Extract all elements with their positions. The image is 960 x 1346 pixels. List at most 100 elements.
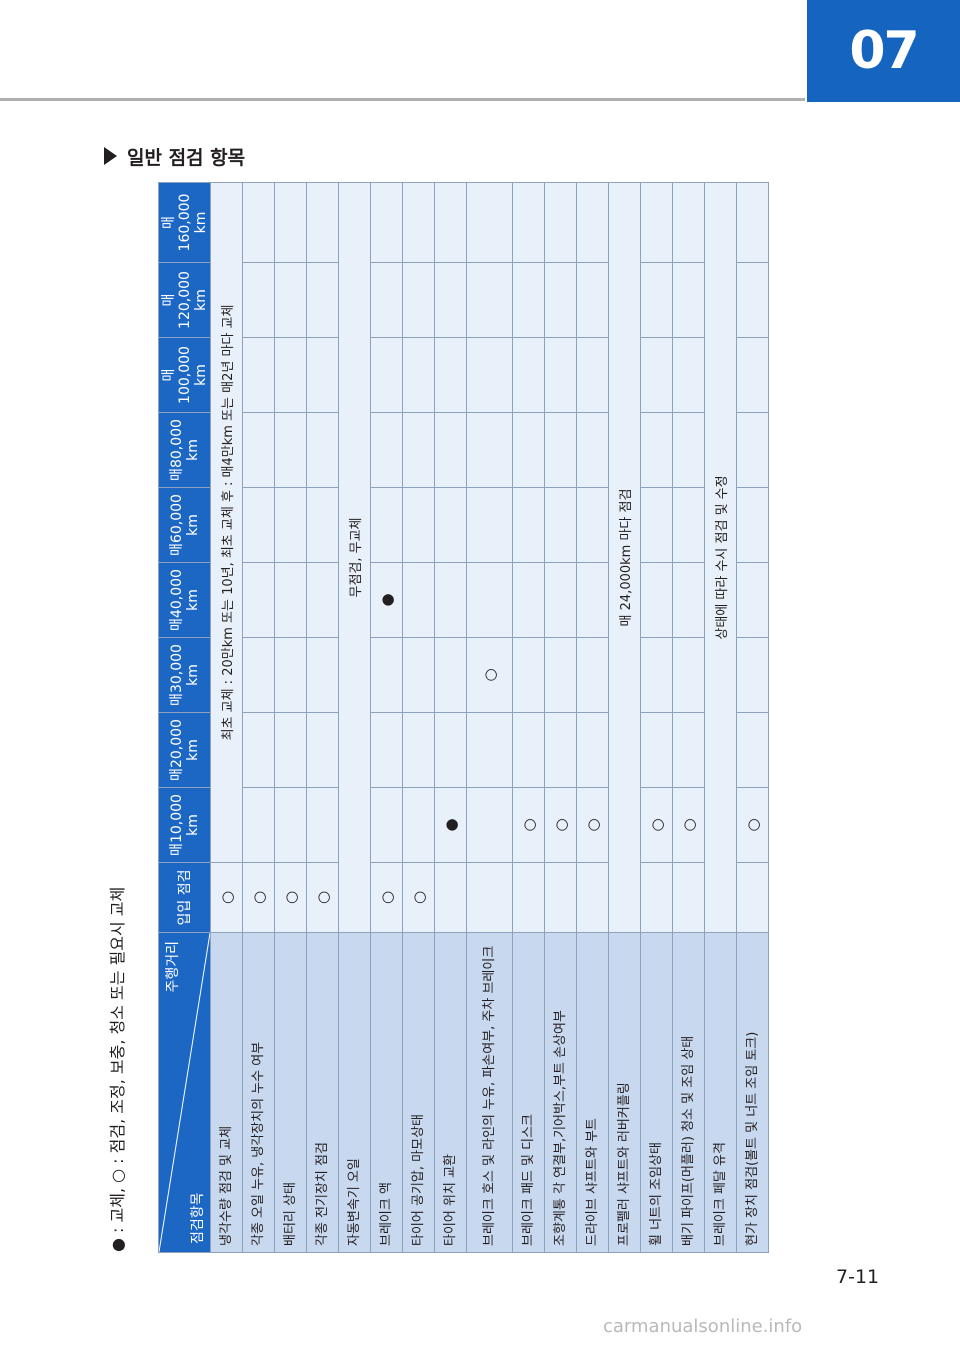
table-row: 각종 전기장치 점검 ○ [306,182,339,1253]
mark-cell [242,787,275,863]
mark-cell [306,637,339,713]
mark-cell: ○ [306,862,339,933]
mark-cell [370,712,403,788]
mark-cell: ○ [672,787,705,863]
row-item-label: 배터리 상태 [274,932,307,1253]
mark-cell [434,182,467,263]
mark-cell [434,337,467,413]
mark-cell [736,262,769,338]
mark-cell: ○ [210,862,243,933]
maintenance-schedule-table: 주행거리 점검항목 입입 점검 매10,000 km 매20,000 km 매3… [158,182,769,1253]
interval-header: 매20,000 km [158,712,211,788]
mark-cell: ○ [640,787,673,863]
mark-cell: ○ [512,787,545,863]
mark-cell [370,337,403,413]
mark-cell [512,637,545,713]
mark-cell [274,787,307,863]
row-item-label: 브레이크 호스 및 라인의 누유, 파손여부, 주차 브레이크 [466,932,513,1253]
mark-cell [306,182,339,263]
mark-cell [402,487,435,563]
mark-cell [274,262,307,338]
mark-cell [576,337,609,413]
mark-cell [544,487,577,563]
mark-cell [274,337,307,413]
interval-note: 매 24,000km 마다 점검 [608,182,641,933]
mark-cell [274,712,307,788]
mark-cell [434,412,467,488]
table-row: 배기 파이프(머플러) 청소 및 조임 상태 ○ [672,182,705,1253]
mark-cell [242,262,275,338]
table-row: 배터리 상태 ○ [274,182,307,1253]
mark-cell [544,182,577,263]
mark-cell [576,562,609,638]
mark-cell [466,412,513,488]
mark-cell [544,262,577,338]
mark-cell [640,262,673,338]
mark-cell [640,182,673,263]
interval-note: 무점검, 무교체 [338,182,371,933]
row-item-label: 조향계통 각 연결부,기어박스,부트 손상여부 [544,932,577,1253]
mark-cell [434,562,467,638]
mark-cell [512,412,545,488]
mark-cell [306,487,339,563]
mark-cell [576,412,609,488]
triangle-bullet-icon [104,147,117,165]
corner-item-label: 점검항목 [190,1192,206,1244]
header-rule [0,98,805,101]
mark-cell [736,862,769,933]
mark-cell [402,712,435,788]
mark-cell [512,337,545,413]
interval-header: 매10,000 km [158,787,211,863]
table-row: 타이어 위치 교환 ● [434,182,467,1253]
table-row: 현가 장치 점검(볼트 및 너트 조임 토크) ○ [736,182,769,1253]
table-row: 각종 오일 누유, 냉각장치의 누수 여부 ○ [242,182,275,1253]
mark-cell [672,562,705,638]
mark-cell [434,487,467,563]
interval-header: 매60,000 km [158,487,211,563]
interval-header: 매120,000 km [158,262,211,338]
section-title: 일반 점검 항목 [127,146,246,169]
mark-cell [576,862,609,933]
interval-header: 매30,000 km [158,637,211,713]
mark-cell [736,412,769,488]
row-item-label: 냉각수량 점검 및 교체 [210,932,243,1253]
mark-cell [672,182,705,263]
table-row: 휠 너트의 조임상태 ○ [640,182,673,1253]
mark-cell: ● [370,562,403,638]
mark-cell [672,262,705,338]
mark-cell [274,637,307,713]
mark-cell [242,637,275,713]
mark-cell [672,337,705,413]
table-header-row: 주행거리 점검항목 입입 점검 매10,000 km 매20,000 km 매3… [158,182,211,1253]
watermark: carmanualsonline.info [603,1316,803,1337]
mark-cell [736,337,769,413]
interval-header: 매40,000 km [158,562,211,638]
mark-cell [736,637,769,713]
row-item-label: 브레이크 페달 유격 [704,932,737,1253]
interval-note: 상태에 따라 수시 점검 및 수정 [704,182,737,933]
interval-note: 최초 교체 : 20만km 또는 10년, 최초 교체 후 : 매4만km 또는… [210,182,243,863]
mark-cell: ○ [402,862,435,933]
mark-cell [576,262,609,338]
mark-cell [466,862,513,933]
mark-cell [466,337,513,413]
mark-cell [672,637,705,713]
mark-cell [402,262,435,338]
mark-cell: ● [434,787,467,863]
mark-cell [370,637,403,713]
mark-cell [306,787,339,863]
mark-cell: ○ [576,787,609,863]
row-item-label: 자동변속기 오일 [338,932,371,1253]
table-row: 브레이크 액 ○ ● [370,182,403,1253]
row-item-label: 드라이브 샤프트와 부트 [576,932,609,1253]
table-row: 자동변속기 오일 무점검, 무교체 [338,182,371,1253]
interval-header: 매160,000 km [158,182,211,263]
mark-cell [576,182,609,263]
mark-cell [242,412,275,488]
mark-cell [544,337,577,413]
mark-cell [544,637,577,713]
mark-cell [512,262,545,338]
corner-distance-label: 주행거리 [165,941,181,993]
mark-cell [466,787,513,863]
mark-cell [402,412,435,488]
